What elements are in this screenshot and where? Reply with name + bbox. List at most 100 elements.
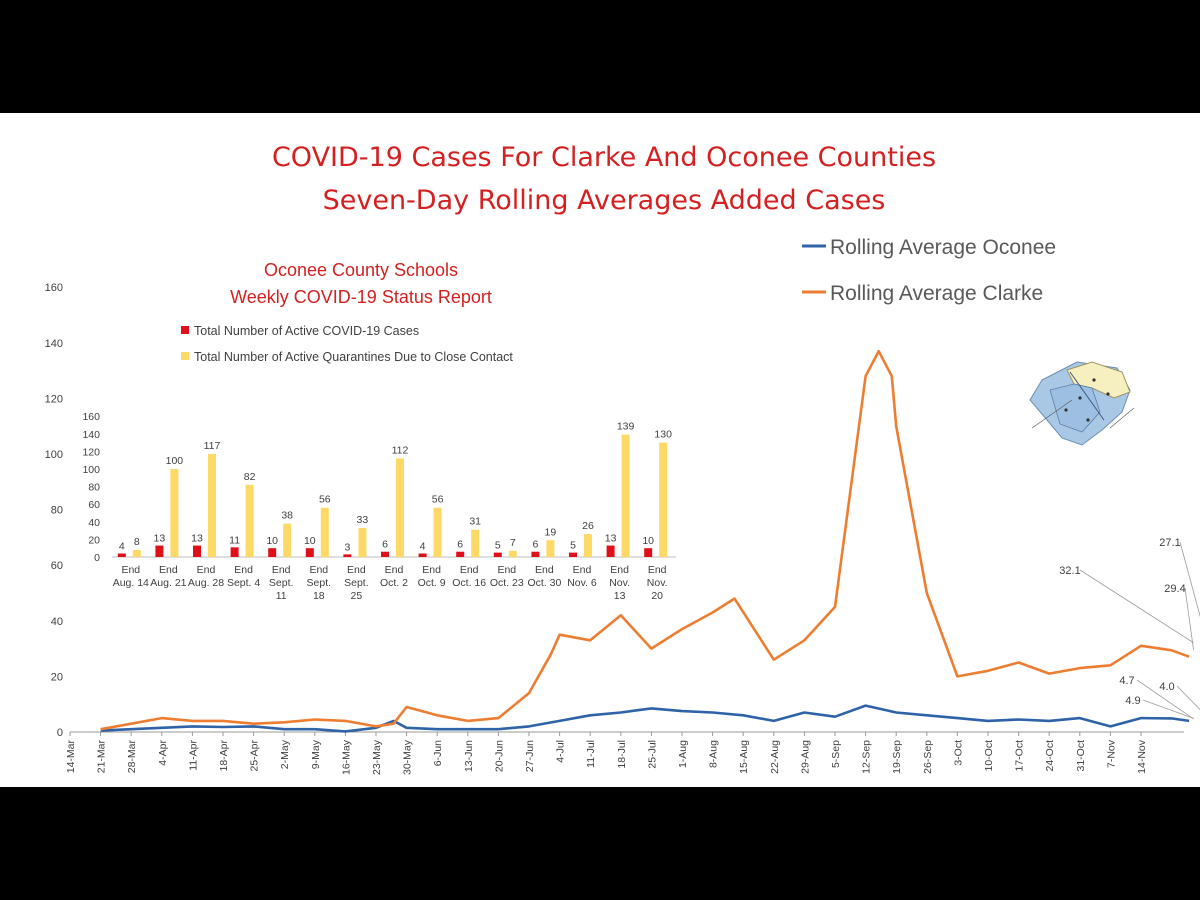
inset-category-label: Oct. 23 <box>490 577 524 589</box>
x-tick-label: 28-Mar <box>126 740 138 774</box>
inset-bar-cases <box>305 548 314 557</box>
y-tick-label: 120 <box>45 393 63 405</box>
inset-bar-quarantine <box>132 549 141 557</box>
inset-category-label: Oct. 30 <box>527 577 561 589</box>
main-annotations: 32.1 29.4 27.1 4.7 4.9 4.0 <box>1059 537 1200 720</box>
inset-data-label: 117 <box>204 440 221 452</box>
x-tick-label: 7-Nov <box>1105 739 1117 768</box>
inset-category-label: Sept. <box>344 577 369 589</box>
x-tick-label: 26-Sep <box>922 740 934 774</box>
annotation-label: 29.4 <box>1164 583 1185 595</box>
inset-bar-quarantine <box>396 458 404 557</box>
inset-data-label: 33 <box>357 514 369 526</box>
legend-oconee-label: Rolling Average Oconee <box>830 236 1056 259</box>
x-tick-label: 3-Oct <box>952 740 964 766</box>
x-tick-label: 9-May <box>310 739 322 769</box>
inset-axes: 0 20 40 60 80 100 120 140 160 <box>82 411 676 564</box>
legend-quarantine-swatch <box>181 352 189 360</box>
annotation-leader <box>1184 587 1194 651</box>
inset-bar-quarantine <box>508 550 517 557</box>
inset-bar-quarantine <box>208 454 216 557</box>
inset-bar-quarantine <box>245 484 254 557</box>
inset-bar-cases <box>193 545 201 557</box>
x-tick-label: 21-Mar <box>96 740 108 774</box>
legend-quarantine-label: Total Number of Active Quarantines Due t… <box>194 350 513 364</box>
inset-category-label: Nov. <box>609 577 630 589</box>
annotation-leader <box>1179 541 1200 618</box>
inset-bar-quarantine <box>283 523 292 557</box>
inset-data-label: 4 <box>420 540 426 552</box>
inset-category-label: End <box>535 564 554 576</box>
inset-y-tick-label: 60 <box>88 499 100 511</box>
inset-data-label: 130 <box>654 429 672 441</box>
clarke-series-line <box>100 349 1190 731</box>
inset-data-label: 139 <box>617 421 635 433</box>
annotation-label: 4.7 <box>1119 675 1134 687</box>
inset-category-label: Oct. 9 <box>418 577 446 589</box>
inset-bar-quarantine <box>170 469 179 557</box>
inset-category-label: End <box>272 564 291 576</box>
x-tick-label: 8-Aug <box>708 740 720 768</box>
annotation-label: 32.1 <box>1059 565 1080 577</box>
county-map-image <box>1022 350 1140 468</box>
annotation-label: 4.0 <box>1159 681 1174 693</box>
inset-data-label: 13 <box>605 533 617 545</box>
inset-category-label: Sept. 4 <box>227 577 260 589</box>
annotation-label: 4.9 <box>1125 695 1140 707</box>
x-tick-label: 25-Apr <box>249 739 261 771</box>
inset-bar-cases <box>343 554 352 557</box>
inset-y-tick-label: 160 <box>82 411 100 423</box>
y-tick-label: 60 <box>51 560 63 572</box>
inset-data-label: 26 <box>582 520 594 532</box>
inset-data-label: 56 <box>319 494 331 506</box>
y-tick-label: 80 <box>51 505 63 517</box>
inset-bar-cases <box>456 551 465 557</box>
x-tick-label: 14-Nov <box>1136 739 1148 774</box>
inset-subtitle: Weekly COVID-19 Status Report <box>230 287 492 307</box>
x-tick-label: 29-Aug <box>799 740 811 774</box>
inset-category-label: 25 <box>351 590 363 602</box>
inset-category-label: Nov. <box>647 577 668 589</box>
x-tick-label: 27-Jun <box>524 740 536 772</box>
annotation-leader <box>1079 569 1194 644</box>
x-tick-label: 11-Apr <box>187 740 199 771</box>
x-tick-label: 6-Jun <box>432 740 444 766</box>
inset-data-label: 7 <box>510 537 516 549</box>
inset-bar-cases <box>418 553 427 557</box>
x-tick-label: 18-Jul <box>616 740 628 769</box>
inset-bar-cases <box>606 545 615 557</box>
x-tick-label: 16-May <box>340 739 352 775</box>
x-tick-label: 17-Oct <box>1014 740 1026 772</box>
annotation-leader <box>1136 679 1194 720</box>
inset-data-label: 31 <box>469 516 481 528</box>
inset-category-label: Sept. <box>307 577 332 589</box>
inset-data-label: 19 <box>545 526 557 538</box>
inset-bar-quarantine <box>358 527 367 557</box>
x-tick-label: 4-Jul <box>555 740 567 763</box>
inset-bar-cases <box>569 552 577 557</box>
inset-data-label: 6 <box>382 539 388 551</box>
inset-bar-cases <box>381 551 389 557</box>
inset-category-label: Aug. 21 <box>150 577 186 589</box>
inset-category-label: End <box>497 564 516 576</box>
annotation-leader <box>1142 699 1194 719</box>
inset-category-label: 13 <box>614 590 626 602</box>
inset-data-label: 10 <box>642 535 654 547</box>
inset-bar-quarantine <box>320 507 329 557</box>
x-tick-label: 18-Apr <box>218 739 230 771</box>
inset-data-label: 8 <box>134 536 140 548</box>
inset-category-label: End <box>573 564 592 576</box>
chart-panel <box>0 113 1200 787</box>
inset-category-label: End <box>422 564 441 576</box>
inset-y-tick-label: 80 <box>88 482 100 494</box>
annotation-label: 27.1 <box>1159 537 1180 549</box>
inset-y-tick-label: 140 <box>82 429 100 441</box>
inset-category-label: Oct. 2 <box>380 577 408 589</box>
chart-title: COVID-19 Cases For Clarke And Oconee Cou… <box>272 142 936 173</box>
inset-data-label: 6 <box>457 539 463 551</box>
x-tick-label: 5-Sep <box>830 740 842 768</box>
x-tick-label: 14-Mar <box>65 740 77 774</box>
y-tick-label: 0 <box>57 727 63 739</box>
